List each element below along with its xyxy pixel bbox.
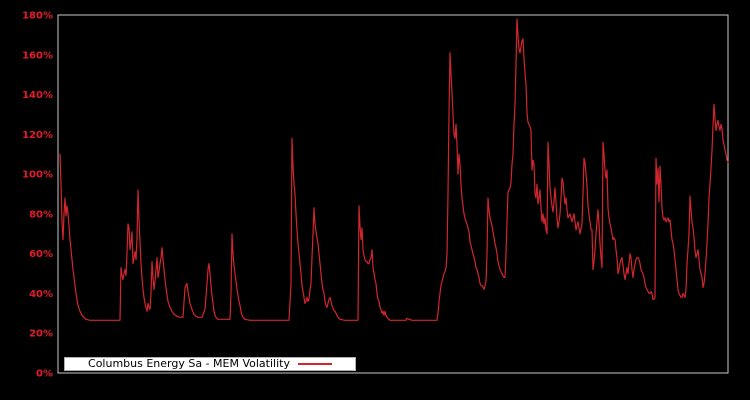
legend: Columbus Energy Sa - MEM Volatility [64, 357, 356, 371]
volatility-series-line [59, 18, 729, 321]
legend-line-sample [297, 363, 332, 365]
y-axis-tick-label: 120% [22, 130, 53, 141]
y-axis-tick-label: 80% [29, 209, 53, 220]
plot-frame [57, 14, 729, 374]
y-axis-tick-label: 60% [29, 249, 53, 260]
y-axis-tick-label: 160% [22, 50, 53, 61]
y-axis-tick-label: 100% [22, 170, 53, 181]
y-axis-labels: 0% 20% 40% 60% 80% 100% 120% 140% 160% 180% [22, 11, 53, 380]
y-axis-tick-label: 140% [22, 90, 53, 101]
y-axis-tick-label: 40% [29, 289, 53, 300]
y-axis-tick-label: 0% [36, 369, 53, 380]
legend-label: Columbus Energy Sa - MEM Volatility [88, 357, 290, 370]
y-axis-tick-label: 180% [22, 11, 53, 22]
y-axis-tick-label: 20% [29, 329, 53, 340]
